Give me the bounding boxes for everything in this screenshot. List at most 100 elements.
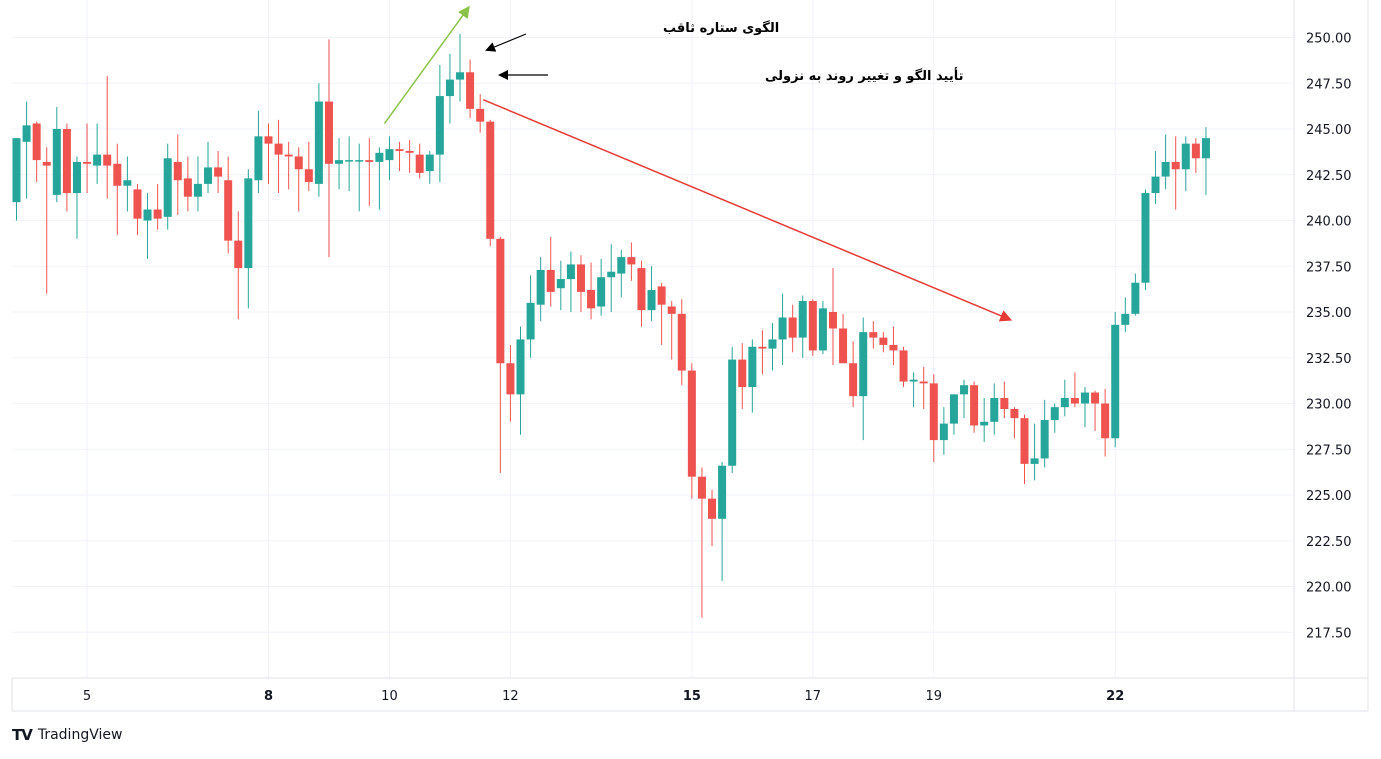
candle-body (466, 72, 475, 109)
candle-body (1151, 176, 1160, 194)
axes-group: 250.00 247.50 245.00 242.50 240.00 237.50 235.… (11, 0, 1369, 712)
candle (204, 141, 213, 194)
candle (365, 138, 374, 206)
candle-body (1030, 458, 1039, 464)
candle-body (849, 363, 858, 397)
candle (274, 119, 283, 194)
candle (1191, 138, 1200, 173)
candle-body (12, 138, 21, 203)
candle-body (204, 167, 213, 184)
candle-body (425, 154, 434, 172)
candle (486, 119, 495, 247)
candle (778, 293, 787, 366)
candle-body (828, 312, 837, 329)
candle-body (1191, 143, 1200, 159)
candle (677, 299, 686, 386)
candle (244, 169, 253, 309)
candle (506, 344, 515, 422)
candle (899, 346, 908, 388)
x-tick-label: 8 (264, 689, 273, 704)
candle (728, 346, 737, 474)
candle-body (939, 423, 948, 441)
annotation-label-1: تأیید الگو و تغییر روند به نزولی (765, 67, 963, 84)
candle (1101, 388, 1110, 457)
candle-body (375, 152, 384, 162)
candle (435, 64, 444, 183)
candle (879, 332, 888, 353)
candle-body (1181, 143, 1190, 170)
candle-body (738, 359, 747, 388)
candle (1141, 189, 1150, 291)
candle (597, 258, 606, 316)
candle (173, 134, 182, 216)
candle (103, 75, 112, 199)
candle (889, 326, 898, 366)
candle (405, 139, 414, 173)
candle (970, 381, 979, 433)
candle (214, 150, 223, 194)
grid-lines (12, 0, 1294, 678)
candle (758, 330, 767, 375)
candle-body (385, 149, 394, 161)
candle (234, 211, 243, 320)
candle (576, 255, 585, 312)
tradingview-brand[interactable]: TV TradingView (12, 725, 122, 745)
candle (496, 236, 505, 474)
candle (516, 326, 525, 435)
candle (1030, 423, 1039, 481)
candle (536, 257, 545, 322)
candle (798, 295, 807, 358)
candle (839, 313, 848, 364)
candle-body (1141, 193, 1150, 283)
candle (52, 107, 61, 203)
candle-body (587, 290, 596, 309)
candle-body (869, 332, 878, 338)
candle-body (304, 169, 313, 183)
candle-body (42, 161, 51, 166)
candle (1171, 136, 1180, 210)
candle (72, 156, 81, 239)
candle (62, 123, 71, 212)
trendline-arrow-1[interactable] (482, 99, 1013, 322)
x-tick-label: 12 (502, 689, 519, 704)
candle-body (909, 379, 918, 382)
candle-body (929, 383, 938, 441)
y-tick-label: 250.00 (1306, 32, 1352, 47)
x-tick-label: 10 (381, 689, 398, 704)
candle-body (1050, 407, 1059, 420)
candle-body (859, 332, 868, 397)
candle-body (728, 359, 737, 466)
candle-body (324, 101, 333, 164)
candle-body (546, 269, 555, 292)
candle-body (899, 350, 908, 382)
candle-body (1080, 392, 1089, 404)
candle-body (365, 160, 374, 162)
candle-body (818, 308, 827, 351)
candle-body (284, 154, 293, 157)
trendline-arrow-0[interactable] (383, 5, 470, 124)
candle (697, 467, 706, 618)
candle-body (1171, 161, 1180, 170)
candle (1181, 136, 1190, 192)
candle (113, 143, 122, 236)
candle-body (1101, 403, 1110, 439)
candle (1010, 407, 1019, 439)
candle (284, 141, 293, 190)
candle-body (173, 161, 182, 181)
candle-body (72, 161, 81, 194)
candle (909, 372, 918, 408)
candle (990, 383, 999, 435)
candle (163, 143, 172, 230)
candle (123, 156, 132, 212)
candle-body (314, 101, 323, 184)
candle (859, 317, 868, 441)
candle-body (536, 269, 545, 305)
candle (667, 301, 676, 360)
candle-body (183, 178, 192, 197)
y-tick-label: 230.00 (1306, 398, 1352, 413)
candle-body (93, 154, 102, 166)
candle (395, 141, 404, 172)
candle-body (627, 257, 636, 265)
